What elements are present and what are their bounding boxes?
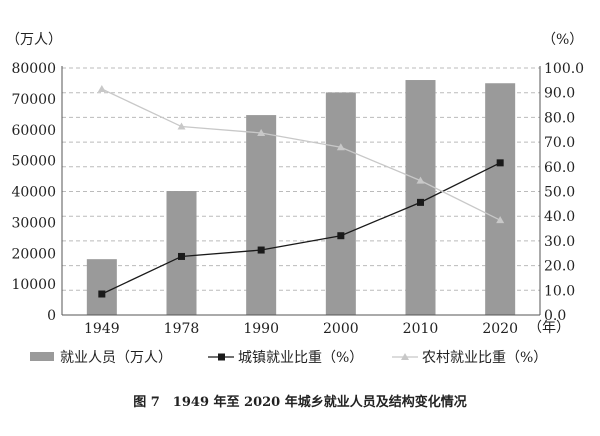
right-tick-label: 30.0 [544,234,575,250]
x-tick-label: 2000 [323,321,359,337]
axes: 0 10000 20000 30000 40000 50000 60000 70000 8000… [11,61,584,337]
left-tick-label: 30000 [11,215,56,231]
triangle-marker [336,143,345,151]
legend-bar-swatch [30,352,54,361]
triangle-marker [257,128,266,136]
grid [62,67,540,291]
left-tick-label: 20000 [11,246,56,262]
x-tick-label: 1990 [243,321,279,337]
left-tick-label: 10000 [11,277,56,293]
legend-triangle-marker [401,353,409,360]
right-tick-label: 100.0 [544,61,584,77]
right-axis-unit: （%） [542,32,583,48]
square-marker [98,290,106,298]
left-tick-label: 50000 [11,154,56,170]
legend-square-marker [218,353,225,361]
legend-label: 城镇就业比重（%） [238,350,363,366]
right-tick-label: 90.0 [544,86,575,102]
triangle-marker [496,216,505,224]
square-marker [337,232,345,240]
bar [86,259,117,315]
left-tick-label: 60000 [11,123,56,139]
left-tick-label: 40000 [11,185,56,201]
right-tick-label: 40.0 [544,209,575,225]
left-axis-unit: （万人） [6,32,62,48]
left-tick-label: 80000 [11,61,56,77]
left-tick-label: 0 [47,308,56,324]
square-marker [417,198,424,206]
square-marker [257,246,265,254]
right-tick-label: 10.0 [544,283,575,299]
bar [246,115,277,315]
right-tick-label: 0.0 [544,308,566,324]
left-tick-label: 70000 [11,92,56,108]
legend-label: 农村就业比重（%） [422,350,547,366]
x-axis-unit: （年） [528,320,570,336]
x-tick-label: 2020 [482,321,518,337]
right-tick-label: 80.0 [544,110,575,126]
x-tick-label: 2010 [403,321,439,337]
right-tick-label: 60.0 [544,160,575,176]
lines [97,84,505,298]
bars [86,80,516,315]
triangle-marker [416,176,425,184]
square-marker [178,252,185,260]
chart-title: 图 7 1949 年至 2020 年城乡就业人员及结构变化情况 [133,394,467,410]
legend: 就业人员（万人） 城镇就业比重（%） 农村就业比重（%） [30,350,547,366]
right-tick-label: 20.0 [544,259,575,275]
right-tick-label: 50.0 [544,185,575,201]
x-tick-label: 1978 [164,321,200,337]
triangle-marker [177,122,186,130]
bar [485,83,516,315]
triangle-marker [97,84,106,92]
bar [325,92,356,315]
legend-label: 就业人员（万人） [60,350,172,366]
series-line [101,88,501,221]
series-line [101,162,501,295]
right-tick-label: 70.0 [544,135,575,151]
x-tick-label: 1949 [84,321,120,337]
square-marker [496,159,504,167]
